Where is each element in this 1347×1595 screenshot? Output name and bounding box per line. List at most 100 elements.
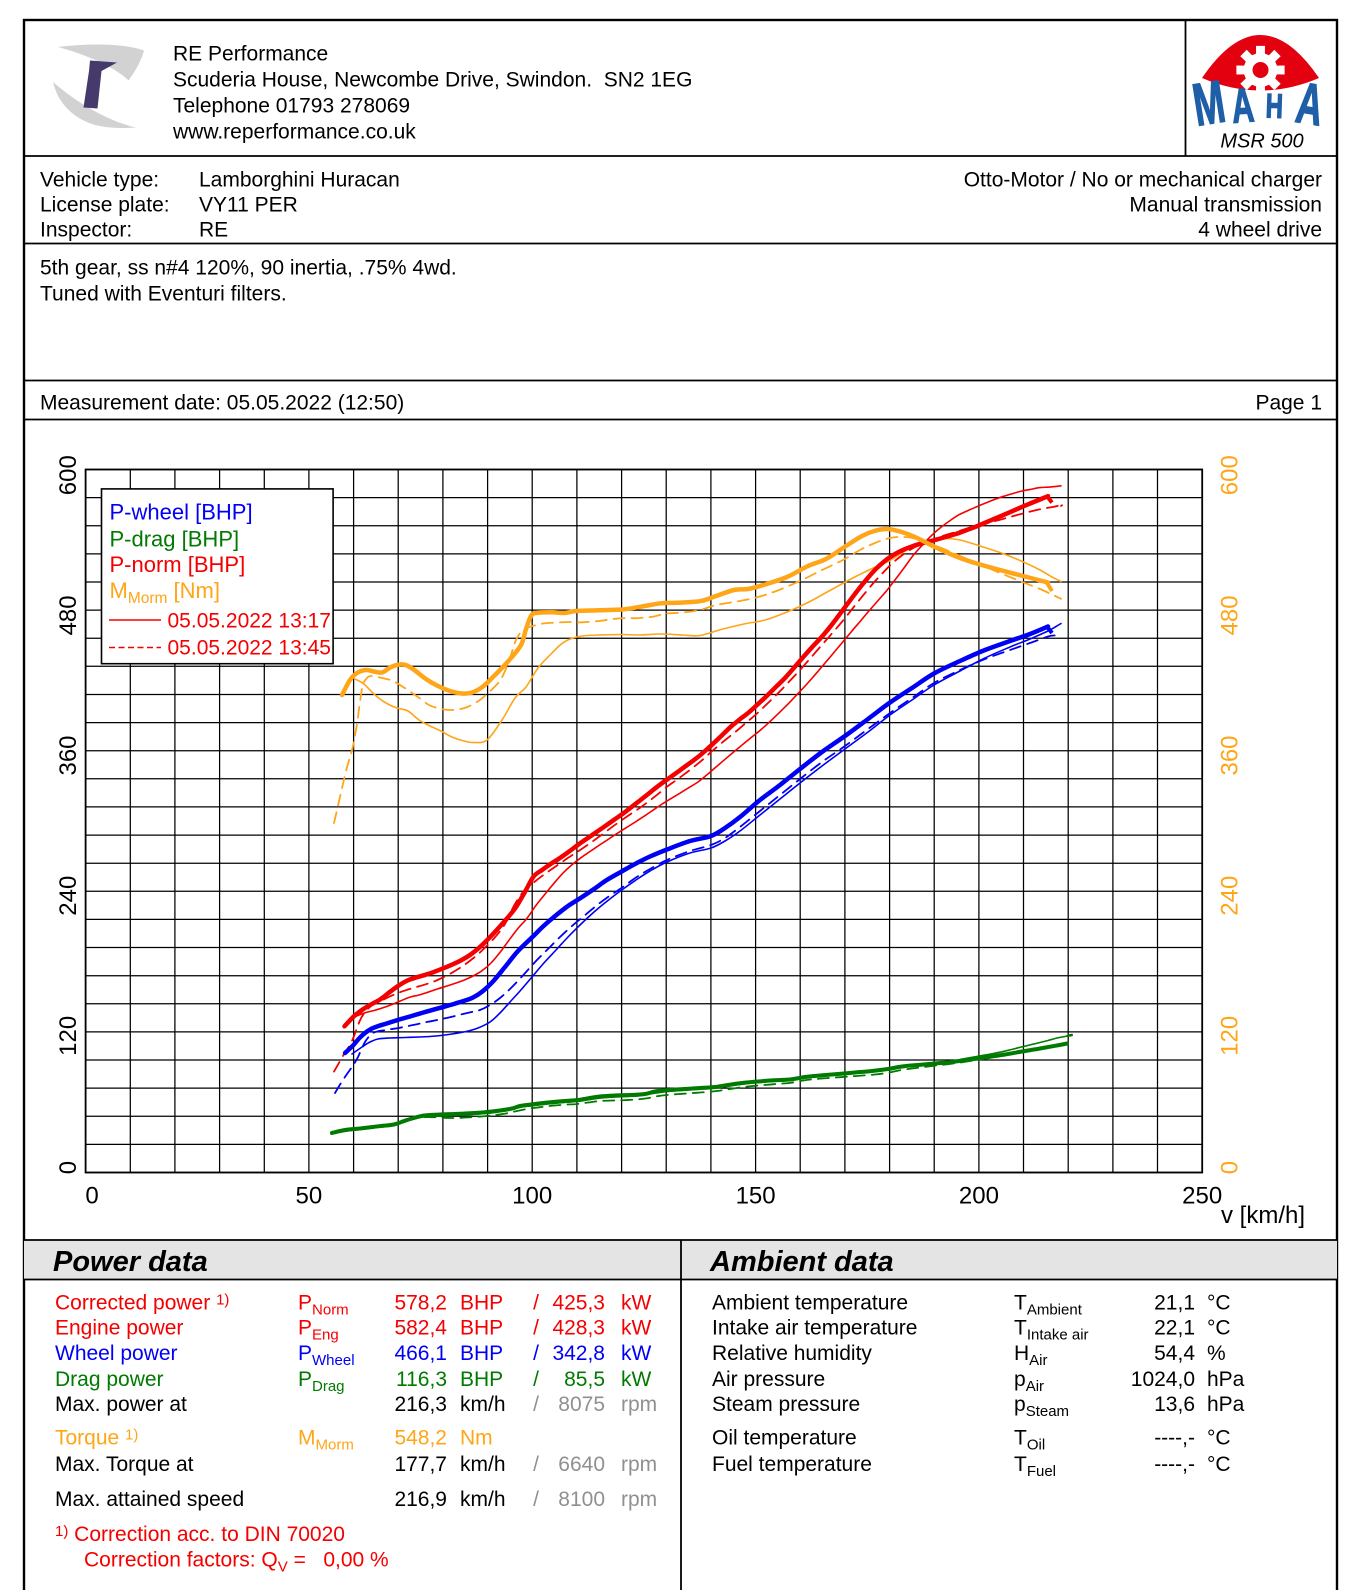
svg-text:Engine power: Engine power: [55, 1317, 183, 1340]
svg-text:240: 240: [1217, 876, 1244, 916]
svg-text:Corrected power 1): Corrected power 1): [55, 1291, 229, 1314]
svg-text:MSR 500: MSR 500: [1220, 131, 1303, 153]
svg-text:8100: 8100: [558, 1488, 605, 1511]
svg-text:116,3: 116,3: [396, 1368, 447, 1391]
svg-text:85,5: 85,5: [564, 1368, 605, 1391]
svg-text:hPa: hPa: [1207, 1368, 1245, 1391]
svg-text:Wheel power: Wheel power: [55, 1342, 178, 1365]
svg-text:/: /: [533, 1317, 539, 1340]
svg-text:/: /: [533, 1342, 539, 1365]
svg-text:240: 240: [55, 876, 82, 916]
svg-text:216,3: 216,3: [394, 1393, 447, 1416]
svg-text:100: 100: [512, 1183, 552, 1210]
svg-text:120: 120: [55, 1016, 82, 1056]
svg-text:Inspector:: Inspector:: [40, 219, 132, 242]
svg-text:Max. power at: Max. power at: [55, 1393, 187, 1416]
svg-text:rpm: rpm: [621, 1488, 657, 1511]
svg-text:120: 120: [1217, 1016, 1244, 1056]
svg-text:License plate:: License plate:: [40, 194, 170, 217]
svg-text:Manual transmission: Manual transmission: [1129, 194, 1322, 217]
svg-text:Drag power: Drag power: [55, 1368, 164, 1391]
svg-text:342,8: 342,8: [552, 1342, 605, 1365]
svg-text:0: 0: [1217, 1161, 1244, 1174]
svg-text:8075: 8075: [558, 1393, 605, 1416]
svg-text:250: 250: [1182, 1183, 1222, 1210]
svg-text:05.05.2022 13:45: 05.05.2022 13:45: [168, 637, 332, 660]
svg-text:Intake air temperature: Intake air temperature: [712, 1317, 917, 1340]
svg-text:Relative humidity: Relative humidity: [712, 1342, 872, 1365]
svg-text:kW: kW: [621, 1368, 652, 1391]
svg-text:kW: kW: [621, 1342, 652, 1365]
svg-text:Telephone 01793 278069: Telephone 01793 278069: [173, 95, 410, 118]
svg-text:°C: °C: [1207, 1291, 1231, 1314]
svg-text:kW: kW: [621, 1291, 652, 1314]
svg-text:BHP: BHP: [460, 1368, 503, 1391]
svg-text:kW: kW: [621, 1317, 652, 1340]
svg-text:Ambient temperature: Ambient temperature: [712, 1291, 908, 1314]
svg-text:360: 360: [55, 735, 82, 775]
svg-text:H: H: [1265, 87, 1284, 126]
svg-text:54,4: 54,4: [1154, 1342, 1195, 1365]
svg-text:360: 360: [1217, 735, 1244, 775]
svg-text:Fuel temperature: Fuel temperature: [712, 1453, 872, 1476]
svg-text:428,3: 428,3: [552, 1317, 605, 1340]
svg-text:Lamborghini Huracan: Lamborghini Huracan: [199, 169, 400, 192]
svg-text:Steam pressure: Steam pressure: [712, 1393, 860, 1416]
svg-text:480: 480: [1217, 595, 1244, 635]
svg-text:°C: °C: [1207, 1427, 1231, 1450]
svg-text:200: 200: [959, 1183, 999, 1210]
svg-text:www.reperformance.co.uk: www.reperformance.co.uk: [172, 121, 416, 144]
svg-text:13,6: 13,6: [1154, 1393, 1195, 1416]
svg-text:21,1: 21,1: [1154, 1291, 1195, 1314]
svg-text:BHP: BHP: [460, 1317, 503, 1340]
svg-text:582,4: 582,4: [394, 1317, 447, 1340]
svg-text:km/h: km/h: [460, 1453, 506, 1476]
svg-text:/: /: [533, 1291, 539, 1314]
svg-text:----,-: ----,-: [1154, 1427, 1195, 1450]
svg-text:Nm: Nm: [460, 1427, 493, 1450]
svg-text:578,2: 578,2: [394, 1291, 447, 1314]
svg-text:%: %: [1207, 1342, 1226, 1365]
svg-text:466,1: 466,1: [394, 1342, 447, 1365]
svg-text:Page 1: Page 1: [1255, 392, 1322, 415]
svg-text:425,3: 425,3: [552, 1291, 605, 1314]
svg-text:rpm: rpm: [621, 1453, 657, 1476]
svg-text:0: 0: [55, 1161, 82, 1174]
svg-text:Vehicle type:: Vehicle type:: [40, 169, 159, 192]
svg-text:Correction factors: QV = 0,0: Correction factors: QV = 0,00 %: [84, 1548, 389, 1575]
svg-text:600: 600: [55, 455, 82, 495]
svg-text:RE Performance: RE Performance: [173, 43, 328, 66]
svg-text:600: 600: [1217, 455, 1244, 495]
svg-text:v [km/h]: v [km/h]: [1221, 1202, 1305, 1229]
svg-text:A: A: [1230, 78, 1256, 133]
svg-text:RE: RE: [199, 219, 228, 242]
svg-text:05.05.2022 13:17: 05.05.2022 13:17: [168, 610, 332, 633]
svg-text:km/h: km/h: [460, 1393, 506, 1416]
svg-text:P-norm [BHP]: P-norm [BHP]: [110, 552, 246, 577]
svg-text:P-wheel [BHP]: P-wheel [BHP]: [110, 500, 253, 525]
svg-text:548,2: 548,2: [394, 1427, 447, 1450]
svg-text:50: 50: [296, 1183, 323, 1210]
svg-text:0: 0: [85, 1183, 98, 1210]
svg-text:°C: °C: [1207, 1453, 1231, 1476]
svg-text:/: /: [533, 1368, 539, 1391]
svg-text:BHP: BHP: [460, 1291, 503, 1314]
svg-text:/: /: [533, 1488, 539, 1511]
svg-text:hPa: hPa: [1207, 1393, 1245, 1416]
svg-text:1024,0: 1024,0: [1131, 1368, 1195, 1391]
svg-text:Max. attained speed: Max. attained speed: [55, 1488, 244, 1511]
svg-text:Air pressure: Air pressure: [712, 1368, 825, 1391]
svg-text:Otto-Motor / No or mechanical: Otto-Motor / No or mechanical charger: [964, 169, 1322, 192]
svg-text:/: /: [533, 1393, 539, 1416]
svg-text:Measurement date: 05.05.2022 (: Measurement date: 05.05.2022 (12:50): [40, 392, 404, 415]
svg-text:Oil temperature: Oil temperature: [712, 1427, 857, 1450]
svg-text:150: 150: [736, 1183, 776, 1210]
svg-text:480: 480: [55, 595, 82, 635]
svg-text:1) Correction acc. to DIN 7002: 1) Correction acc. to DIN 70020: [55, 1523, 345, 1546]
svg-text:5th gear, ss n#4 120%, 90 iner: 5th gear, ss n#4 120%, 90 inertia, .75% …: [40, 257, 457, 280]
svg-text:°C: °C: [1207, 1317, 1231, 1340]
svg-text:Max. Torque at: Max. Torque at: [55, 1453, 194, 1476]
svg-text:Ambient data: Ambient data: [709, 1246, 894, 1278]
svg-text:----,-: ----,-: [1154, 1453, 1195, 1476]
svg-text:km/h: km/h: [460, 1488, 506, 1511]
